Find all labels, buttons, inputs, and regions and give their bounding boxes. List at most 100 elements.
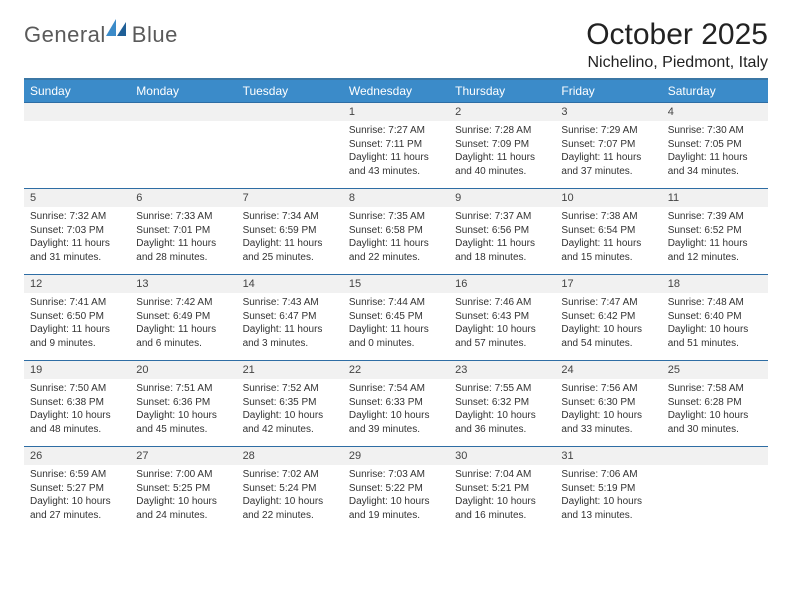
daylight-line: Daylight: 11 hours and 37 minutes. bbox=[561, 151, 655, 178]
day-number: 3 bbox=[555, 103, 661, 121]
daylight-line: Daylight: 10 hours and 54 minutes. bbox=[561, 323, 655, 350]
day-number: 22 bbox=[343, 361, 449, 379]
day-number: 13 bbox=[130, 275, 236, 293]
day-number: 20 bbox=[130, 361, 236, 379]
day-cell: 13Sunrise: 7:42 AMSunset: 6:49 PMDayligh… bbox=[130, 274, 236, 360]
day-cell: 19Sunrise: 7:50 AMSunset: 6:38 PMDayligh… bbox=[24, 360, 130, 446]
sunrise-line: Sunrise: 7:56 AM bbox=[561, 382, 655, 396]
daylight-line: Daylight: 11 hours and 18 minutes. bbox=[455, 237, 549, 264]
day-content: Sunrise: 7:54 AMSunset: 6:33 PMDaylight:… bbox=[343, 379, 449, 440]
day-content: Sunrise: 7:47 AMSunset: 6:42 PMDaylight:… bbox=[555, 293, 661, 354]
day-content: Sunrise: 7:27 AMSunset: 7:11 PMDaylight:… bbox=[343, 121, 449, 182]
sunset-line: Sunset: 7:05 PM bbox=[668, 138, 762, 152]
day-number: 5 bbox=[24, 189, 130, 207]
day-number: 11 bbox=[662, 189, 768, 207]
day-content: Sunrise: 7:02 AMSunset: 5:24 PMDaylight:… bbox=[237, 465, 343, 526]
sunset-line: Sunset: 6:59 PM bbox=[243, 224, 337, 238]
day-cell: 7Sunrise: 7:34 AMSunset: 6:59 PMDaylight… bbox=[237, 188, 343, 274]
sunrise-line: Sunrise: 7:51 AM bbox=[136, 382, 230, 396]
daylight-line: Daylight: 10 hours and 45 minutes. bbox=[136, 409, 230, 436]
sunrise-line: Sunrise: 7:02 AM bbox=[243, 468, 337, 482]
daylight-line: Daylight: 10 hours and 24 minutes. bbox=[136, 495, 230, 522]
day-number: 15 bbox=[343, 275, 449, 293]
sunrise-line: Sunrise: 7:27 AM bbox=[349, 124, 443, 138]
day-content: Sunrise: 7:35 AMSunset: 6:58 PMDaylight:… bbox=[343, 207, 449, 268]
day-number: 27 bbox=[130, 447, 236, 465]
day-content: Sunrise: 7:42 AMSunset: 6:49 PMDaylight:… bbox=[130, 293, 236, 354]
day-content: Sunrise: 7:44 AMSunset: 6:45 PMDaylight:… bbox=[343, 293, 449, 354]
day-cell: 21Sunrise: 7:52 AMSunset: 6:35 PMDayligh… bbox=[237, 360, 343, 446]
day-cell: 2Sunrise: 7:28 AMSunset: 7:09 PMDaylight… bbox=[449, 102, 555, 188]
sunrise-line: Sunrise: 7:33 AM bbox=[136, 210, 230, 224]
day-number: 1 bbox=[343, 103, 449, 121]
day-cell: 15Sunrise: 7:44 AMSunset: 6:45 PMDayligh… bbox=[343, 274, 449, 360]
day-number: 9 bbox=[449, 189, 555, 207]
sunset-line: Sunset: 7:11 PM bbox=[349, 138, 443, 152]
day-number: 26 bbox=[24, 447, 130, 465]
sunrise-line: Sunrise: 7:48 AM bbox=[668, 296, 762, 310]
daylight-line: Daylight: 10 hours and 57 minutes. bbox=[455, 323, 549, 350]
sunset-line: Sunset: 6:32 PM bbox=[455, 396, 549, 410]
day-cell: 29Sunrise: 7:03 AMSunset: 5:22 PMDayligh… bbox=[343, 446, 449, 532]
header-bar: General Blue October 2025 Nichelino, Pie… bbox=[24, 18, 768, 72]
day-number: 7 bbox=[237, 189, 343, 207]
day-cell: 20Sunrise: 7:51 AMSunset: 6:36 PMDayligh… bbox=[130, 360, 236, 446]
day-cell: 11Sunrise: 7:39 AMSunset: 6:52 PMDayligh… bbox=[662, 188, 768, 274]
day-cell: 6Sunrise: 7:33 AMSunset: 7:01 PMDaylight… bbox=[130, 188, 236, 274]
sunset-line: Sunset: 6:56 PM bbox=[455, 224, 549, 238]
daylight-line: Daylight: 10 hours and 48 minutes. bbox=[30, 409, 124, 436]
day-content: Sunrise: 7:56 AMSunset: 6:30 PMDaylight:… bbox=[555, 379, 661, 440]
day-cell: 9Sunrise: 7:37 AMSunset: 6:56 PMDaylight… bbox=[449, 188, 555, 274]
daylight-line: Daylight: 11 hours and 28 minutes. bbox=[136, 237, 230, 264]
sunrise-line: Sunrise: 6:59 AM bbox=[30, 468, 124, 482]
brand-word-2: Blue bbox=[132, 22, 178, 48]
day-content: Sunrise: 6:59 AMSunset: 5:27 PMDaylight:… bbox=[24, 465, 130, 526]
day-number: 29 bbox=[343, 447, 449, 465]
daylight-line: Daylight: 10 hours and 39 minutes. bbox=[349, 409, 443, 436]
sunrise-line: Sunrise: 7:32 AM bbox=[30, 210, 124, 224]
sunset-line: Sunset: 6:42 PM bbox=[561, 310, 655, 324]
day-content: Sunrise: 7:51 AMSunset: 6:36 PMDaylight:… bbox=[130, 379, 236, 440]
sunrise-line: Sunrise: 7:58 AM bbox=[668, 382, 762, 396]
day-number: 18 bbox=[662, 275, 768, 293]
day-number: 30 bbox=[449, 447, 555, 465]
day-content: Sunrise: 7:29 AMSunset: 7:07 PMDaylight:… bbox=[555, 121, 661, 182]
weekday-header: Monday bbox=[130, 80, 236, 102]
sunrise-line: Sunrise: 7:41 AM bbox=[30, 296, 124, 310]
sunset-line: Sunset: 5:24 PM bbox=[243, 482, 337, 496]
location-subtitle: Nichelino, Piedmont, Italy bbox=[586, 54, 768, 72]
day-content: Sunrise: 7:48 AMSunset: 6:40 PMDaylight:… bbox=[662, 293, 768, 354]
sunset-line: Sunset: 6:49 PM bbox=[136, 310, 230, 324]
day-cell: 18Sunrise: 7:48 AMSunset: 6:40 PMDayligh… bbox=[662, 274, 768, 360]
day-number bbox=[237, 103, 343, 121]
sunset-line: Sunset: 6:45 PM bbox=[349, 310, 443, 324]
day-cell: 3Sunrise: 7:29 AMSunset: 7:07 PMDaylight… bbox=[555, 102, 661, 188]
sunset-line: Sunset: 6:40 PM bbox=[668, 310, 762, 324]
day-cell: 10Sunrise: 7:38 AMSunset: 6:54 PMDayligh… bbox=[555, 188, 661, 274]
weekday-header: Wednesday bbox=[343, 80, 449, 102]
day-cell: 14Sunrise: 7:43 AMSunset: 6:47 PMDayligh… bbox=[237, 274, 343, 360]
day-content: Sunrise: 7:38 AMSunset: 6:54 PMDaylight:… bbox=[555, 207, 661, 268]
day-cell: 24Sunrise: 7:56 AMSunset: 6:30 PMDayligh… bbox=[555, 360, 661, 446]
sunset-line: Sunset: 6:35 PM bbox=[243, 396, 337, 410]
daylight-line: Daylight: 10 hours and 22 minutes. bbox=[243, 495, 337, 522]
day-number: 25 bbox=[662, 361, 768, 379]
day-number: 2 bbox=[449, 103, 555, 121]
daylight-line: Daylight: 10 hours and 42 minutes. bbox=[243, 409, 337, 436]
day-cell: 17Sunrise: 7:47 AMSunset: 6:42 PMDayligh… bbox=[555, 274, 661, 360]
daylight-line: Daylight: 11 hours and 31 minutes. bbox=[30, 237, 124, 264]
day-content bbox=[237, 121, 343, 128]
sunrise-line: Sunrise: 7:28 AM bbox=[455, 124, 549, 138]
sunset-line: Sunset: 6:33 PM bbox=[349, 396, 443, 410]
daylight-line: Daylight: 11 hours and 3 minutes. bbox=[243, 323, 337, 350]
daylight-line: Daylight: 10 hours and 27 minutes. bbox=[30, 495, 124, 522]
sunset-line: Sunset: 6:50 PM bbox=[30, 310, 124, 324]
sunset-line: Sunset: 7:09 PM bbox=[455, 138, 549, 152]
sunset-line: Sunset: 5:21 PM bbox=[455, 482, 549, 496]
brand-sail-icon bbox=[106, 19, 128, 42]
weekday-header: Tuesday bbox=[237, 80, 343, 102]
day-content: Sunrise: 7:03 AMSunset: 5:22 PMDaylight:… bbox=[343, 465, 449, 526]
day-number: 19 bbox=[24, 361, 130, 379]
empty-cell bbox=[662, 446, 768, 532]
day-number: 21 bbox=[237, 361, 343, 379]
